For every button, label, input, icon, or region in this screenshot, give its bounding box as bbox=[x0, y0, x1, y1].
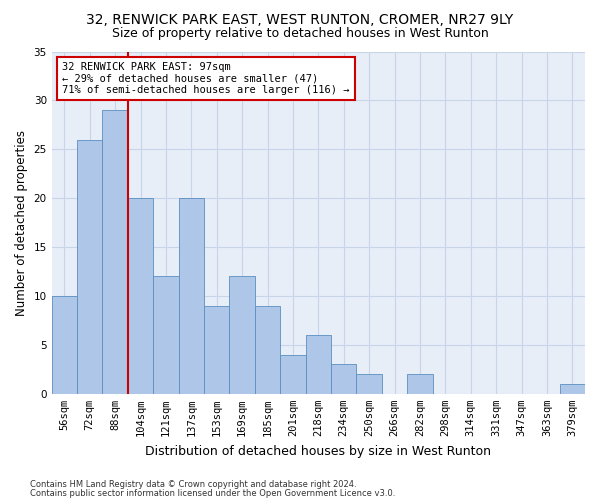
Bar bbox=[229, 276, 255, 394]
Bar bbox=[52, 296, 77, 394]
Bar bbox=[255, 306, 280, 394]
Text: Contains HM Land Registry data © Crown copyright and database right 2024.: Contains HM Land Registry data © Crown c… bbox=[30, 480, 356, 489]
Bar bbox=[204, 306, 229, 394]
Text: 32, RENWICK PARK EAST, WEST RUNTON, CROMER, NR27 9LY: 32, RENWICK PARK EAST, WEST RUNTON, CROM… bbox=[86, 12, 514, 26]
Bar bbox=[128, 198, 153, 394]
Bar bbox=[331, 364, 356, 394]
Text: Contains public sector information licensed under the Open Government Licence v3: Contains public sector information licen… bbox=[30, 488, 395, 498]
X-axis label: Distribution of detached houses by size in West Runton: Distribution of detached houses by size … bbox=[145, 444, 491, 458]
Bar bbox=[407, 374, 433, 394]
Bar bbox=[179, 198, 204, 394]
Bar bbox=[356, 374, 382, 394]
Y-axis label: Number of detached properties: Number of detached properties bbox=[15, 130, 28, 316]
Text: 32 RENWICK PARK EAST: 97sqm
← 29% of detached houses are smaller (47)
71% of sem: 32 RENWICK PARK EAST: 97sqm ← 29% of det… bbox=[62, 62, 350, 95]
Bar bbox=[153, 276, 179, 394]
Bar bbox=[77, 140, 103, 394]
Bar bbox=[305, 335, 331, 394]
Bar bbox=[280, 354, 305, 394]
Text: Size of property relative to detached houses in West Runton: Size of property relative to detached ho… bbox=[112, 28, 488, 40]
Bar bbox=[560, 384, 585, 394]
Bar bbox=[103, 110, 128, 394]
